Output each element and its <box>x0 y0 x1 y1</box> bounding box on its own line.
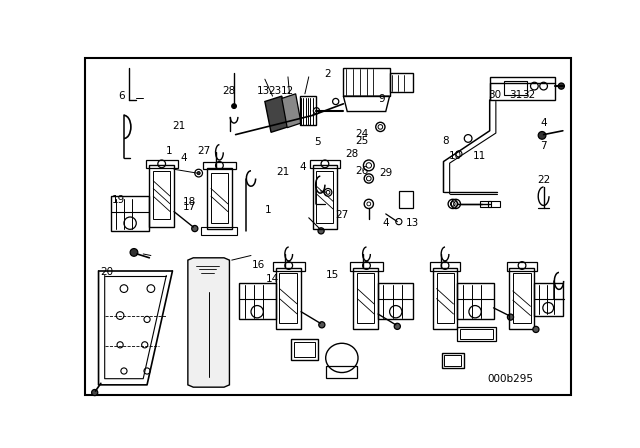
Polygon shape <box>188 258 230 387</box>
Circle shape <box>533 326 539 332</box>
Bar <box>399 191 413 208</box>
Text: 28: 28 <box>345 149 358 159</box>
Text: 4: 4 <box>299 162 306 172</box>
Circle shape <box>92 389 98 396</box>
Text: 23: 23 <box>269 86 282 96</box>
Text: 25: 25 <box>355 136 368 146</box>
Text: 4: 4 <box>180 153 188 163</box>
Bar <box>294 342 315 357</box>
Text: 18: 18 <box>182 197 196 207</box>
Text: 30: 30 <box>488 90 501 100</box>
Text: 000b295: 000b295 <box>487 374 533 384</box>
Bar <box>300 96 316 125</box>
Circle shape <box>192 225 198 232</box>
Bar <box>444 355 461 366</box>
Text: 2: 2 <box>324 69 332 79</box>
Bar <box>291 339 318 360</box>
Text: 4: 4 <box>541 118 547 128</box>
Text: 28: 28 <box>222 86 235 96</box>
Text: 20: 20 <box>100 267 114 277</box>
Text: 6: 6 <box>118 91 125 101</box>
Text: 21: 21 <box>276 167 289 177</box>
Text: 8: 8 <box>442 136 449 146</box>
Circle shape <box>319 322 325 328</box>
Bar <box>460 329 493 339</box>
Bar <box>488 201 500 207</box>
Circle shape <box>508 314 513 320</box>
Text: 1: 1 <box>264 205 271 215</box>
Bar <box>481 201 492 207</box>
Circle shape <box>558 83 564 89</box>
Text: 9: 9 <box>378 94 385 103</box>
Bar <box>458 327 496 341</box>
Circle shape <box>197 172 200 175</box>
Polygon shape <box>265 96 288 132</box>
Text: 27: 27 <box>335 210 348 220</box>
Text: 21: 21 <box>173 121 186 131</box>
Text: 22: 22 <box>537 175 550 185</box>
Text: 29: 29 <box>380 168 393 178</box>
Text: 10: 10 <box>449 151 461 160</box>
Text: 27: 27 <box>197 146 211 156</box>
Text: 1: 1 <box>166 146 173 156</box>
Text: 12: 12 <box>281 86 294 96</box>
Circle shape <box>394 323 401 329</box>
Text: 16: 16 <box>252 260 265 270</box>
Text: 19: 19 <box>112 195 125 205</box>
Text: 24: 24 <box>355 129 368 139</box>
Text: 32: 32 <box>522 90 536 100</box>
Text: 4: 4 <box>383 218 390 228</box>
Bar <box>442 353 463 368</box>
Text: 13: 13 <box>257 86 269 96</box>
Text: 17: 17 <box>182 202 196 212</box>
Text: 5: 5 <box>314 137 321 147</box>
Text: 11: 11 <box>473 151 486 160</box>
Text: 14: 14 <box>266 274 280 284</box>
Text: 26: 26 <box>355 166 368 176</box>
Polygon shape <box>282 94 301 128</box>
Bar <box>490 77 555 100</box>
Bar <box>326 366 357 378</box>
Circle shape <box>130 249 138 256</box>
Circle shape <box>232 104 236 108</box>
Text: 7: 7 <box>541 141 547 151</box>
Text: 31: 31 <box>509 90 523 100</box>
Circle shape <box>318 228 324 234</box>
Bar <box>504 82 527 95</box>
Circle shape <box>538 132 546 139</box>
Text: 15: 15 <box>326 270 340 280</box>
Text: 13: 13 <box>406 218 419 228</box>
